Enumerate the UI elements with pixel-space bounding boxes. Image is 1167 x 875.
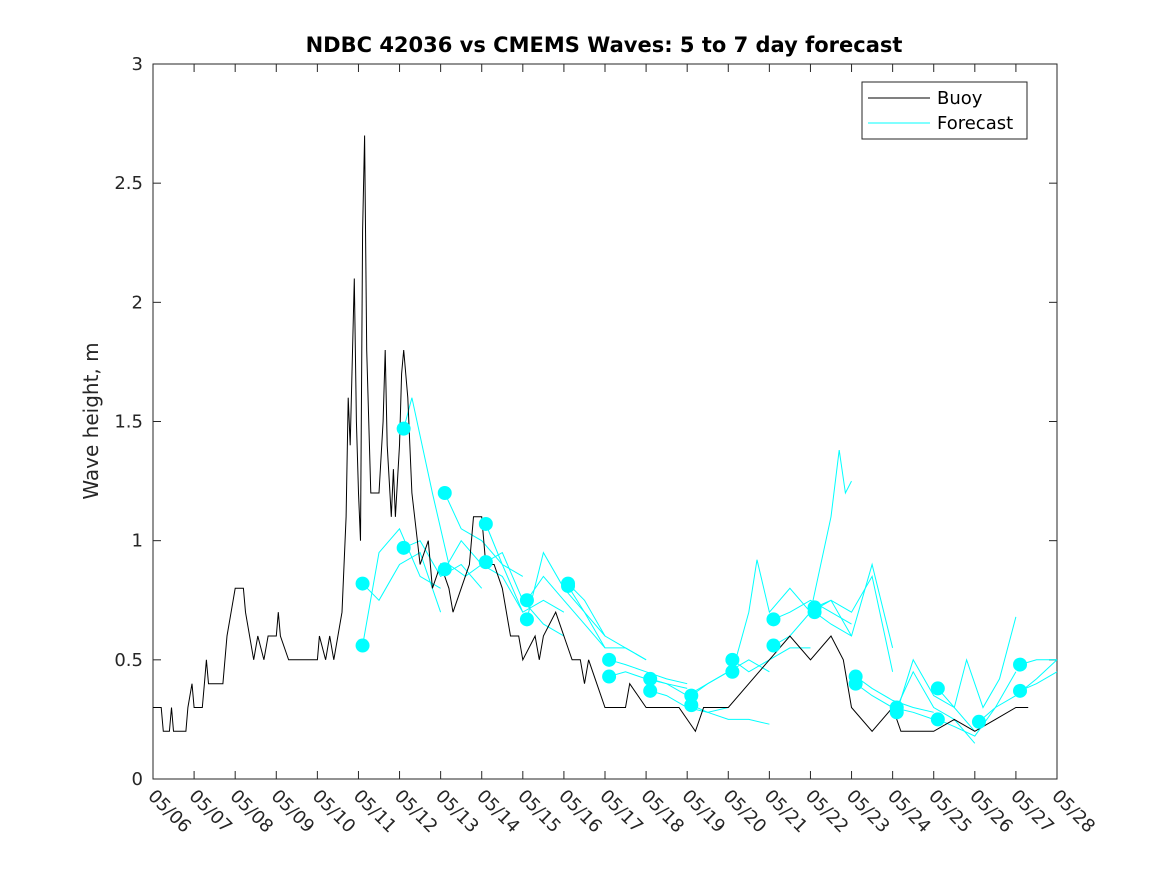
forecast-series-line [937,671,1017,737]
forecast-marker [766,638,781,653]
forecast-series-line [362,527,441,646]
forecast-marker [519,593,534,608]
forecast-series-line [403,540,483,589]
y-tick-label: 2.5 [114,173,143,194]
x-tick-label: 05/12 [390,786,442,838]
forecast-series-line [485,523,565,613]
forecast-marker [807,600,822,615]
forecast-series-line [814,575,894,672]
forecast-series-line [937,616,1017,709]
forecast-marker [478,555,493,570]
x-tick-label: 05/09 [267,786,319,838]
forecast-series-line [526,551,606,637]
forecast-marker [478,516,493,531]
buoy-series-line [153,135,1029,733]
forecast-marker [889,700,904,715]
forecast-series-line [855,676,934,713]
forecast-series-line [567,583,647,661]
chart-title: NDBC 42036 vs CMEMS Waves: 5 to 7 day fo… [306,33,903,57]
x-tick-label: 05/18 [637,786,689,838]
x-tick-label: 05/16 [554,786,606,838]
y-axis-label: Wave height, m [79,342,103,499]
forecast-marker [725,664,740,679]
forecast-marker [848,669,863,684]
forecast-marker [684,688,699,703]
x-tick-label: 05/22 [801,786,853,838]
y-tick-label: 1.5 [114,412,143,433]
forecast-series-line [896,670,976,744]
forecast-marker [355,638,370,653]
forecast-series-line [691,704,770,725]
forecast-marker [643,683,658,698]
forecast-marker [437,562,452,577]
x-tick-label: 05/11 [349,786,401,838]
forecast-marker [396,421,411,436]
forecast-marker [930,712,945,727]
x-tick-label: 05/21 [760,786,812,838]
forecast-series-line [896,658,976,732]
forecast-marker [519,612,534,627]
x-tick-label: 05/06 [143,786,195,838]
forecast-series-line [731,450,852,672]
y-tick-label: 0.5 [114,650,143,671]
y-tick-label: 2 [132,292,143,313]
forecast-marker [643,671,658,686]
forecast-marker [725,652,740,667]
x-tick-label: 05/13 [431,786,483,838]
x-tick-label: 05/08 [226,786,278,838]
y-tick-label: 1 [132,531,143,552]
forecast-marker [602,652,617,667]
legend: Buoy Forecast [861,81,1028,140]
y-tick-label: 3 [132,54,143,75]
forecast-series-line [362,551,442,613]
forecast-marker [766,612,781,627]
forecast-marker [437,486,452,500]
x-tick-label: 05/07 [185,786,237,838]
forecast-series-line [814,562,894,649]
x-tick-label: 05/23 [842,786,894,838]
plot-area: 05/0605/0705/0805/0905/1005/1105/1205/13… [114,54,1099,837]
y-tick-label: 0 [132,769,143,790]
forecast-marker [1013,683,1028,698]
x-tick-label: 05/17 [595,786,647,838]
x-tick-label: 05/15 [513,786,565,838]
forecast-marker [602,669,617,684]
forecast-series-line [773,599,852,625]
forecast-marker [1013,657,1028,672]
forecast-marker [355,576,370,591]
x-tick-label: 05/26 [965,786,1017,838]
forecast-marker [396,540,411,555]
x-tick-label: 05/20 [719,786,771,838]
x-tick-label: 05/19 [678,786,730,838]
x-tick-label: 05/14 [472,786,524,838]
x-tick-label: 05/25 [924,786,976,838]
x-tick-label: 05/10 [308,786,360,838]
legend-buoy-label: Buoy [937,88,983,109]
forecast-series-line [403,397,482,578]
forecast-marker [971,714,986,729]
x-tick-label: 05/28 [1047,786,1099,838]
forecast-series-line [567,585,647,661]
forecast-marker [561,576,576,591]
legend-box [861,81,1028,140]
x-tick-label: 05/24 [883,786,935,838]
legend-forecast-label: Forecast [937,113,1013,134]
forecast-series-line [526,575,606,649]
x-tick-label: 05/27 [1006,786,1058,838]
forecast-marker [930,681,945,696]
forecast-series-line [608,659,688,685]
